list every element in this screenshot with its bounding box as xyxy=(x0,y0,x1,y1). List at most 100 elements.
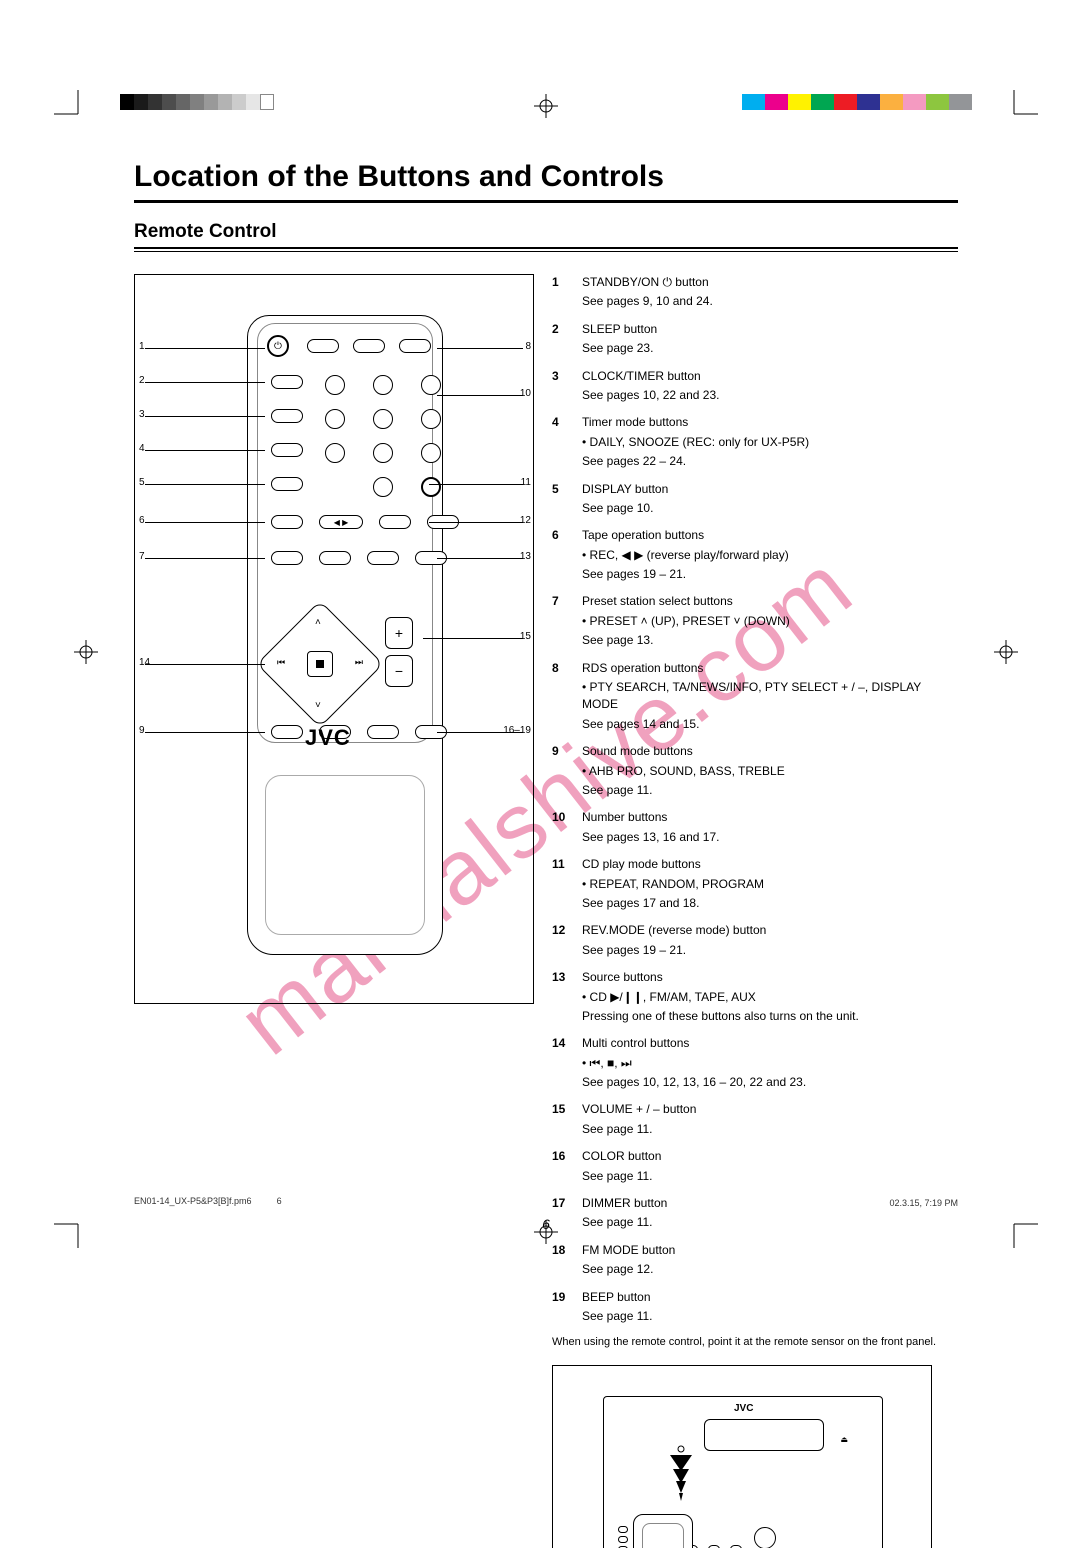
btn-plus10 xyxy=(421,477,441,497)
list-item-line: • PTY SEARCH, TA/NEWS/INFO, PTY SELECT +… xyxy=(582,679,958,714)
list-item-subline: • DAILY, SNOOZE (REC: only for UX-P5R) xyxy=(582,434,809,451)
rule-thick xyxy=(134,200,958,203)
list-item-text: COLOR button See page 11. xyxy=(582,1148,661,1187)
list-item-number: 2 xyxy=(552,321,574,360)
dpad-stop xyxy=(307,651,333,677)
btn-clock-timer xyxy=(271,409,303,423)
btn-tape xyxy=(367,551,399,565)
btn-cd-play xyxy=(271,551,303,565)
list-item-number: 17 xyxy=(552,1195,574,1234)
list-item-see: See page 11. xyxy=(582,1168,661,1185)
volume-group: + − xyxy=(385,617,425,693)
list-item-line: • REPEAT, RANDOM, PROGRAM xyxy=(582,876,764,893)
btn-1 xyxy=(325,375,345,395)
list-item-line: BEEP button xyxy=(582,1289,653,1306)
btn-10 xyxy=(373,477,393,497)
list-item-line: Tape operation buttons xyxy=(582,527,789,544)
list-item-line: VOLUME + / – button xyxy=(582,1101,696,1118)
list-item-line: STANDBY/ON ⏻ button xyxy=(582,274,713,291)
rule-double xyxy=(134,247,958,252)
row-num-3 xyxy=(271,443,447,463)
dpad-down: ˅ xyxy=(315,700,321,711)
list-item-see: See pages 19 – 21. xyxy=(582,942,766,959)
list-item-subline: • PRESET ˄ (UP), PRESET ˅ (DOWN) xyxy=(582,613,790,630)
list-item-see: See page 12. xyxy=(582,1261,675,1278)
list-item: 6 Tape operation buttons • REC, ◀ ▶ (rever… xyxy=(552,527,958,585)
list-item: 9Sound mode buttons• AHB PRO, SOUND, BAS… xyxy=(552,743,958,801)
btn-5 xyxy=(373,409,393,429)
btn-sleep xyxy=(271,375,303,389)
list-item-line: SLEEP button xyxy=(582,321,657,338)
remote-brand: JVC xyxy=(305,725,351,751)
row-num-1 xyxy=(271,375,447,395)
list-item-see: See page 13. xyxy=(582,632,790,649)
list-item-line: • ⏮, ■, ⏭ xyxy=(582,1055,806,1072)
list-item-subline: • REC, ◀ ▶ (reverse play/forward play) xyxy=(582,547,789,564)
list-item-line: RDS operation buttons xyxy=(582,660,958,677)
list-item-text: Multi control buttons• ⏮, ■, ⏭See pages … xyxy=(582,1035,806,1093)
list-item-line: Preset station select buttons xyxy=(582,593,790,610)
dpad-right: ⏭ xyxy=(355,657,363,668)
list-item-line: DISPLAY button xyxy=(582,481,668,498)
list-item-line: CD play mode buttons xyxy=(582,856,764,873)
list-item-see: See page 11. xyxy=(582,1121,696,1138)
list-item-text: DISPLAY buttonSee page 10. xyxy=(582,481,668,520)
unit-brand: JVC xyxy=(734,1403,753,1414)
list-item-text: Number buttonsSee pages 13, 16 and 17. xyxy=(582,809,719,848)
dpad-up: ˄ xyxy=(315,617,321,628)
list-item: 8 RDS operation buttons • PTY SEARCH, TA/N… xyxy=(552,660,958,736)
list-item-number: 12 xyxy=(552,922,574,961)
list-item-line: FM MODE button xyxy=(582,1242,675,1259)
list-item-see: See pages 19 – 21. xyxy=(582,566,789,583)
list-item-number: 1 xyxy=(552,274,574,313)
unit-display xyxy=(704,1419,824,1451)
list-item-line: • AHB PRO, SOUND, BASS, TREBLE xyxy=(582,763,785,780)
list-item-text: Sound mode buttons• AHB PRO, SOUND, BASS… xyxy=(582,743,785,801)
row-num-2 xyxy=(271,409,447,429)
list-item-line: CLOCK/TIMER button xyxy=(582,368,719,385)
list-item-number: 8 xyxy=(552,660,574,736)
list-item-text: REV.MODE (reverse mode) buttonSee pages … xyxy=(582,922,766,961)
list-item-see: See pages 10, 22 and 23. xyxy=(582,387,719,404)
footer-filename: EN01-14_UX-P5&P3[B]f.pm6 6 xyxy=(134,1196,282,1206)
list-item-number: 14 xyxy=(552,1035,574,1093)
btn-rec xyxy=(271,515,303,529)
list-item-text: Tape operation buttons • REC, ◀ ▶ (revers… xyxy=(582,527,789,585)
list-item-see: See pages 17 and 18. xyxy=(582,895,764,912)
crop-bottom-left xyxy=(54,1208,94,1248)
list-item-text: SLEEP buttonSee page 23. xyxy=(582,321,657,360)
list-item-number: 16 xyxy=(552,1148,574,1187)
btn-8 xyxy=(373,443,393,463)
list-item-number: 3 xyxy=(552,368,574,407)
list-item-line: Timer mode buttons xyxy=(582,414,809,431)
list-item: 16 COLOR button See page 11. xyxy=(552,1148,958,1187)
registration-left xyxy=(74,640,98,664)
grayscale-bar xyxy=(120,94,274,110)
list-item-see: See page 11. xyxy=(582,782,785,799)
btn-4 xyxy=(325,409,345,429)
list-item: 10Number buttonsSee pages 13, 16 and 17. xyxy=(552,809,958,848)
list-item-see: See pages 10, 12, 13, 16 – 20, 22 and 23… xyxy=(582,1074,806,1091)
dpad: ˄ ˅ ⏮ ⏭ xyxy=(275,619,365,709)
registration-right xyxy=(994,640,1018,664)
dpad-left: ⏮ xyxy=(277,657,285,668)
btn-pty-search xyxy=(307,339,339,353)
vol-up: + xyxy=(385,617,413,649)
list-item-number: 6 xyxy=(552,527,574,585)
list-item-line: Source buttons xyxy=(582,969,859,986)
list-item-number: 18 xyxy=(552,1242,574,1281)
remote-frame: ⏻ xyxy=(134,274,534,1004)
list-item-see: See page 11. xyxy=(582,1308,653,1325)
list-item-text: RDS operation buttons • PTY SEARCH, TA/NE… xyxy=(582,660,958,736)
btn-6 xyxy=(421,409,441,429)
btn-7 xyxy=(325,443,345,463)
crop-top-left xyxy=(54,90,94,130)
list-item: 2SLEEP buttonSee page 23. xyxy=(552,321,958,360)
list-item-see: See pages 13, 16 and 17. xyxy=(582,829,719,846)
btn-tape-dir: ◀ ▶ xyxy=(319,515,363,529)
list-item-line: COLOR button xyxy=(582,1148,661,1165)
list-item-text: Preset station select buttons • PRESET ˄ … xyxy=(582,593,790,651)
row-sound xyxy=(271,725,447,739)
btn-3 xyxy=(421,375,441,395)
crop-top-right xyxy=(998,90,1038,130)
